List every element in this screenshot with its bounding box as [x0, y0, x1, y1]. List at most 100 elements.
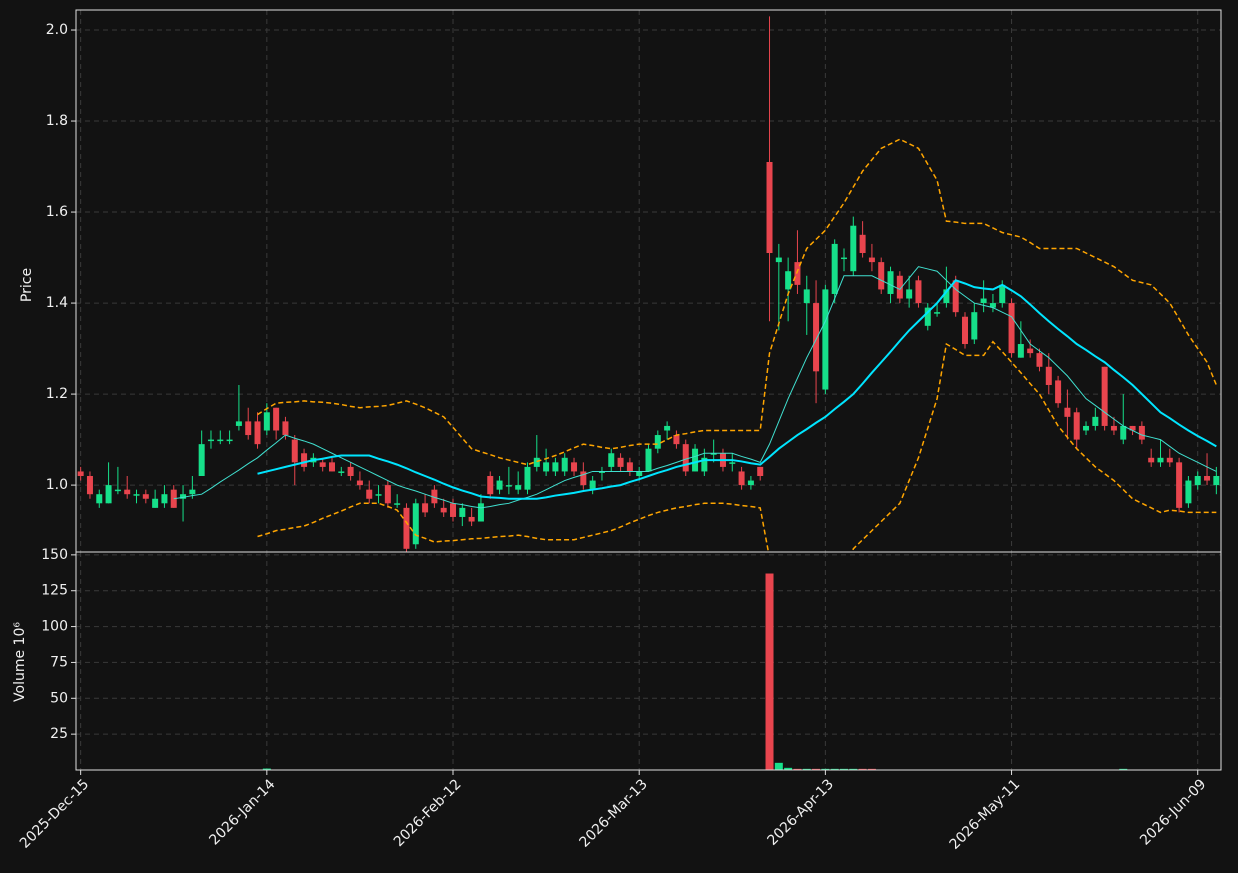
- volume-bar: [793, 768, 802, 770]
- candle-body: [906, 289, 913, 299]
- candle-body: [1073, 412, 1080, 440]
- volume-bar: [784, 767, 793, 770]
- candle-body: [887, 271, 894, 294]
- candle-body: [673, 435, 680, 445]
- candle-body: [105, 485, 112, 504]
- y-tick-label: 100: [41, 619, 68, 635]
- candle-body: [207, 439, 214, 442]
- candle-body: [729, 462, 736, 464]
- candle-body: [831, 243, 838, 294]
- volume-bar: [262, 768, 271, 770]
- candle-body: [1148, 457, 1155, 463]
- candle-body: [189, 489, 196, 495]
- volume-bar: [839, 768, 848, 770]
- candle-body: [1204, 476, 1211, 481]
- candle-body: [571, 462, 578, 472]
- candle-body: [943, 289, 950, 304]
- candle-body: [524, 466, 531, 490]
- candle-body: [440, 507, 447, 513]
- candle-body: [515, 485, 522, 490]
- candle-body: [803, 289, 810, 304]
- candle-body: [654, 435, 661, 449]
- candle-body: [785, 271, 792, 290]
- candle-body: [198, 444, 205, 477]
- candle-body: [1017, 344, 1024, 358]
- candle-body: [161, 494, 168, 504]
- candle-body: [682, 444, 689, 472]
- candle-body: [291, 439, 298, 463]
- candle-body: [273, 407, 280, 431]
- volume-bar: [858, 768, 867, 770]
- candle-body: [403, 507, 410, 549]
- candle-body: [1176, 462, 1183, 508]
- candle-body: [868, 257, 875, 263]
- candle-body: [878, 262, 885, 290]
- candle-body: [1213, 476, 1220, 486]
- candle-body: [1027, 348, 1034, 354]
- candle-body: [1083, 425, 1090, 431]
- candle-body: [1101, 366, 1108, 426]
- candle-body: [636, 471, 643, 477]
- candle-body: [962, 316, 969, 345]
- candle-body: [1194, 476, 1201, 486]
- candle-body: [235, 421, 242, 426]
- candle-body: [626, 462, 633, 472]
- candle-body: [1064, 407, 1071, 417]
- candle-body: [924, 307, 931, 326]
- candle-body: [1166, 457, 1173, 463]
- candle-body: [738, 471, 745, 486]
- y-tick-label: 50: [50, 690, 68, 706]
- candle-body: [263, 412, 270, 431]
- volume-bar: [774, 762, 783, 770]
- candle-body: [840, 257, 847, 260]
- candle-body: [412, 503, 419, 545]
- candle-body: [384, 485, 391, 504]
- candle-body: [775, 257, 782, 263]
- y-tick-label: 125: [41, 583, 68, 599]
- y-axis-label: Price: [19, 268, 35, 302]
- candle-body: [533, 457, 540, 467]
- y-tick-label: 25: [50, 726, 68, 742]
- candle-body: [561, 457, 568, 472]
- candle-body: [757, 466, 764, 477]
- candle-body: [813, 303, 820, 372]
- volume-bar: [867, 768, 876, 770]
- candle-body: [328, 462, 335, 472]
- candle-body: [142, 494, 149, 499]
- candle-body: [477, 503, 484, 522]
- candle-body: [282, 421, 289, 436]
- candle-body: [1036, 353, 1043, 367]
- candle-body: [114, 489, 121, 492]
- candle-body: [375, 494, 382, 496]
- candle-body: [701, 457, 708, 472]
- candle-body: [180, 494, 187, 499]
- candle-body: [366, 489, 373, 499]
- y-tick-label: 1.4: [46, 295, 68, 311]
- candle-body: [989, 303, 996, 308]
- candle-body: [301, 453, 308, 467]
- candle-body: [859, 234, 866, 254]
- volume-bar: [821, 768, 830, 770]
- volume-bar: [830, 768, 839, 770]
- candle-body: [356, 480, 363, 486]
- candle-body: [347, 466, 354, 477]
- y-tick-label: 1.0: [46, 477, 68, 493]
- candle-body: [1045, 366, 1052, 385]
- candle-body: [1185, 480, 1192, 504]
- candle-body: [822, 289, 829, 390]
- candle-body: [710, 453, 717, 455]
- candle-body: [1138, 425, 1145, 440]
- volume-bar: [812, 768, 821, 770]
- candle-body: [496, 480, 503, 490]
- candle-body: [850, 225, 857, 272]
- axes-frame: [75, 551, 1222, 771]
- overlay-line: [173, 266, 1217, 509]
- overlay-line: [257, 138, 1218, 466]
- candle-body: [1157, 457, 1164, 463]
- volume-bar: [802, 768, 811, 770]
- candle-body: [450, 503, 457, 517]
- candle-body: [999, 284, 1006, 304]
